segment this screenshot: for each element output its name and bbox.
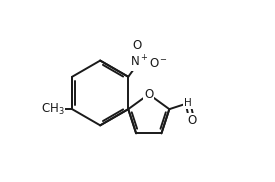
Text: O: O <box>144 88 153 101</box>
Text: CH$_3$: CH$_3$ <box>41 102 64 117</box>
Text: O: O <box>133 39 142 52</box>
Text: N$^+$: N$^+$ <box>130 54 148 70</box>
Text: O$^-$: O$^-$ <box>149 57 168 70</box>
Text: H: H <box>184 98 192 108</box>
Text: O: O <box>187 114 197 127</box>
